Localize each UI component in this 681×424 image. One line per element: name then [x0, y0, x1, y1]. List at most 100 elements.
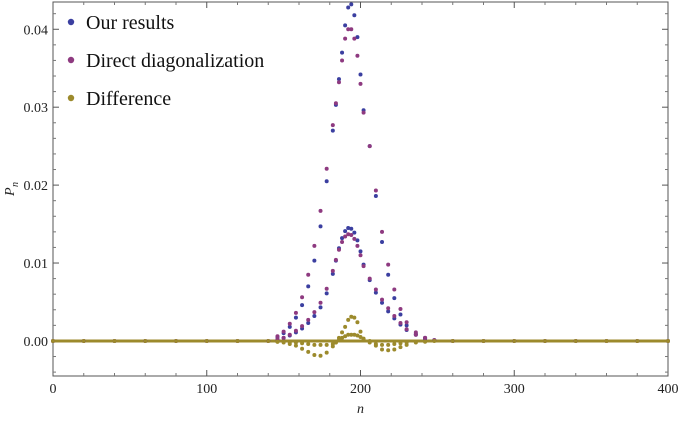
- data-point: [306, 272, 311, 277]
- data-point: [343, 23, 348, 28]
- data-point: [355, 53, 360, 58]
- data-point: [287, 342, 292, 347]
- data-point: [343, 36, 348, 41]
- data-point: [392, 314, 397, 319]
- data-point: [349, 27, 354, 32]
- data-point: [352, 13, 357, 18]
- data-point: [275, 339, 280, 344]
- data-point: [392, 287, 397, 292]
- data-point: [573, 338, 578, 343]
- data-point: [373, 188, 378, 193]
- data-point: [358, 253, 363, 258]
- data-point: [312, 258, 317, 263]
- data-point: [300, 303, 305, 308]
- data-point: [404, 320, 409, 325]
- data-point: [386, 342, 391, 347]
- data-point: [330, 123, 335, 128]
- data-point: [204, 338, 209, 343]
- data-point: [324, 286, 329, 291]
- data-point: [324, 291, 329, 296]
- data-point: [312, 314, 317, 319]
- data-point: [81, 338, 86, 343]
- data-point: [330, 128, 335, 133]
- data-point: [398, 306, 403, 311]
- data-point: [386, 309, 391, 314]
- data-point: [380, 342, 385, 347]
- legend-marker: [67, 18, 75, 26]
- data-point: [275, 334, 280, 339]
- data-point: [358, 335, 363, 340]
- y-axis-title: P: [3, 187, 18, 197]
- data-point: [324, 350, 329, 355]
- data-point: [404, 327, 409, 332]
- data-point: [266, 338, 271, 343]
- data-point: [235, 338, 240, 343]
- data-point: [318, 300, 323, 305]
- y-tick-label: 0.01: [24, 257, 49, 272]
- data-point: [481, 338, 486, 343]
- data-point: [432, 338, 437, 343]
- data-point: [398, 312, 403, 317]
- data-point: [358, 329, 363, 334]
- data-point: [386, 306, 391, 311]
- x-axis: 0 100 200 300 400: [50, 2, 679, 397]
- data-point: [300, 341, 305, 346]
- data-point: [404, 342, 409, 347]
- data-point: [281, 335, 286, 340]
- data-point: [543, 338, 547, 343]
- data-point: [336, 80, 341, 85]
- data-point: [380, 297, 385, 302]
- legend-label: Direct diagonalization: [86, 50, 264, 72]
- data-point: [306, 317, 311, 322]
- data-point: [635, 338, 640, 343]
- data-point: [330, 344, 335, 349]
- data-point: [340, 335, 345, 340]
- data-point: [355, 333, 360, 338]
- data-point: [340, 236, 345, 241]
- data-point: [413, 340, 418, 345]
- data-point: [333, 340, 338, 345]
- y-tick-label: 0.04: [24, 23, 49, 38]
- data-point: [343, 334, 348, 339]
- data-point: [392, 347, 397, 352]
- data-points: [51, 2, 670, 358]
- data-point: [413, 330, 418, 335]
- data-point: [306, 349, 311, 354]
- data-point: [423, 335, 428, 340]
- data-point: [281, 340, 286, 345]
- data-point: [312, 243, 317, 248]
- y-tick-label: 0.00: [24, 335, 49, 350]
- data-point: [336, 247, 341, 252]
- data-point: [349, 314, 354, 319]
- data-point: [300, 295, 305, 300]
- data-point: [352, 236, 357, 241]
- data-point: [349, 232, 354, 237]
- data-point: [112, 338, 117, 343]
- data-point: [293, 328, 298, 333]
- data-point: [346, 5, 351, 10]
- y-axis: 0.00 0.01 0.02 0.03 0.04: [24, 13, 668, 373]
- data-point: [361, 110, 366, 115]
- data-point: [333, 257, 338, 262]
- data-point: [380, 347, 385, 352]
- data-point: [318, 208, 323, 213]
- data-point: [287, 324, 292, 329]
- data-point: [312, 352, 317, 357]
- data-point: [355, 320, 360, 325]
- data-point: [318, 342, 323, 347]
- y-tick-label: 0.02: [24, 179, 49, 194]
- data-point: [281, 329, 286, 334]
- data-point: [293, 343, 298, 348]
- legend-label: Difference: [86, 88, 171, 110]
- data-point: [340, 239, 345, 244]
- data-point: [358, 72, 363, 77]
- data-point: [450, 338, 455, 343]
- data-point: [361, 336, 366, 341]
- data-point: [306, 284, 311, 289]
- data-point: [367, 276, 372, 281]
- data-point: [398, 345, 403, 350]
- data-point: [367, 338, 372, 343]
- data-point: [349, 226, 354, 231]
- data-point: [293, 340, 298, 345]
